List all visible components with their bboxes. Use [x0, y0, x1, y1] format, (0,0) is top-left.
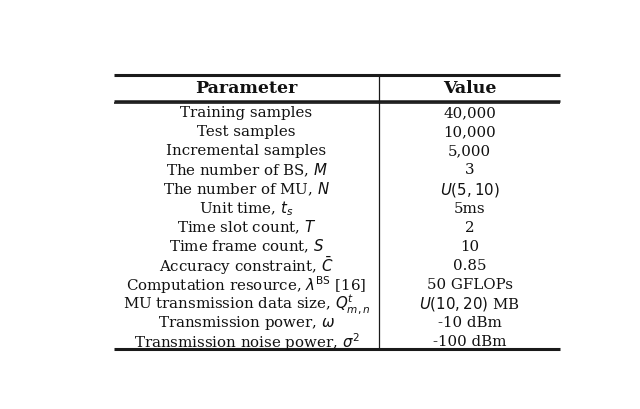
- Text: Time frame count, $S$: Time frame count, $S$: [169, 238, 324, 255]
- Bar: [114, 76, 560, 349]
- Text: $U(10, 20)$ MB: $U(10, 20)$ MB: [419, 294, 520, 312]
- Text: 2: 2: [465, 220, 474, 234]
- Text: Training samples: Training samples: [180, 106, 312, 120]
- Text: 3: 3: [465, 163, 474, 177]
- Text: 40,000: 40,000: [444, 106, 496, 120]
- Text: 10: 10: [460, 239, 479, 253]
- Text: The number of BS, $M$: The number of BS, $M$: [166, 161, 328, 179]
- Text: Test samples: Test samples: [197, 125, 296, 139]
- Text: 5,000: 5,000: [448, 144, 492, 158]
- Text: Incremental samples: Incremental samples: [166, 144, 326, 158]
- Text: Time slot count, $T$: Time slot count, $T$: [177, 218, 316, 236]
- Text: Parameter: Parameter: [195, 80, 298, 97]
- Text: $U(5, 10)$: $U(5, 10)$: [440, 180, 500, 198]
- Text: -100 dBm: -100 dBm: [433, 334, 506, 348]
- Text: 10,000: 10,000: [444, 125, 496, 139]
- Text: 50 GFLOPs: 50 GFLOPs: [427, 277, 513, 291]
- Text: Unit time, $t_s$: Unit time, $t_s$: [199, 199, 294, 218]
- Text: Accuracy constraint, $\bar{C}$: Accuracy constraint, $\bar{C}$: [159, 254, 334, 276]
- Text: The number of MU, $N$: The number of MU, $N$: [163, 180, 330, 198]
- Text: 0.85: 0.85: [453, 258, 486, 272]
- Text: 5ms: 5ms: [454, 201, 486, 215]
- Text: -10 dBm: -10 dBm: [438, 315, 502, 329]
- Text: Value: Value: [443, 80, 497, 97]
- Text: Transmission noise power, $\sigma^2$: Transmission noise power, $\sigma^2$: [134, 330, 360, 352]
- Text: Transmission power, $\omega$: Transmission power, $\omega$: [158, 313, 335, 331]
- Text: Computation resource, $\lambda^{\mathrm{BS}}$ [16]: Computation resource, $\lambda^{\mathrm{…: [127, 273, 367, 295]
- Text: MU transmission data size, $Q^{t}_{m,n}$: MU transmission data size, $Q^{t}_{m,n}$: [123, 291, 370, 315]
